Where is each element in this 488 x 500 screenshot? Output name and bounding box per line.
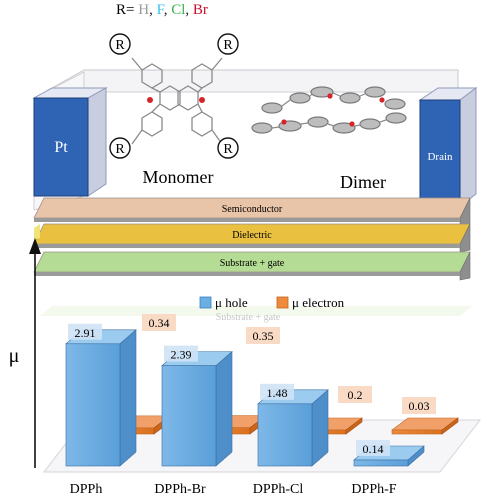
monomer-label: Monomer — [143, 167, 214, 187]
svg-text:R: R — [223, 38, 233, 53]
monomer-atom — [147, 97, 153, 103]
svg-text:0.35: 0.35 — [253, 329, 274, 343]
svg-text:R: R — [115, 142, 125, 157]
svg-text:0.34: 0.34 — [149, 316, 170, 330]
source-side — [87, 87, 107, 197]
layer-label: Substrate + gate — [220, 258, 285, 269]
legend-label-hole: μ hole — [215, 295, 248, 310]
data-label-hole-1: 2.39 — [164, 345, 198, 362]
dimer-molecule — [251, 86, 407, 134]
device-schematic: Pt Drain — [32, 33, 478, 323]
legend-label-electron: μ electron — [292, 295, 345, 310]
data-label-hole-3: 0.14 — [356, 440, 390, 456]
y-axis-label: μ — [9, 345, 20, 367]
legend-swatch-electron — [276, 296, 289, 309]
x-tick-label: DPPh-Br — [154, 482, 206, 497]
y-axis-arrowhead — [29, 238, 41, 254]
layer-substrate-gate: Substrate + gate — [33, 251, 471, 281]
substituent-4: Cl — [171, 2, 185, 18]
x-tick-label: DPPh-Cl — [253, 482, 304, 497]
svg-text:2.39: 2.39 — [171, 348, 192, 362]
data-label-electron-1: 0.35 — [246, 327, 280, 344]
layer-reflection — [40, 306, 472, 316]
chart-bars: 2.91 0.34 2.39 0.35 1.48 0.2 0.14 0.03 — [65, 314, 459, 467]
svg-text:R: R — [115, 38, 125, 53]
bar-hole-1 — [161, 350, 233, 467]
bar-electron-3 — [391, 417, 459, 435]
drain-label: Drain — [427, 151, 453, 163]
r-marker: R — [217, 137, 239, 159]
layer-dielectric: Dielectric — [33, 223, 471, 253]
data-label-electron-3: 0.03 — [402, 397, 436, 414]
data-label-electron-0: 0.34 — [142, 314, 176, 331]
source-electrode — [33, 97, 89, 197]
drain-electrode — [419, 99, 461, 207]
svg-text:2.91: 2.91 — [75, 326, 96, 340]
substituent-prefix: R= — [116, 2, 138, 18]
x-tick-label: DPPh — [70, 482, 103, 497]
monomer-molecule — [131, 57, 223, 145]
x-tick-label: DPPh-F — [351, 482, 396, 497]
chart-legend: μ hole μ electron — [199, 295, 345, 310]
layer-label: Dielectric — [232, 230, 272, 241]
bar-hole-0 — [65, 329, 137, 467]
svg-text:1.48: 1.48 — [267, 386, 288, 400]
layer-label: Semiconductor — [222, 204, 283, 215]
bar-hole-2 — [257, 389, 329, 467]
reflection-label: Substrate + gate — [216, 312, 281, 323]
substituent-5: , — [185, 2, 193, 18]
device-layers: Semiconductor Dielectric Substrate + gate — [33, 197, 471, 281]
svg-text:0.2: 0.2 — [348, 388, 363, 402]
data-label-electron-2: 0.2 — [338, 386, 372, 403]
svg-text:R: R — [223, 142, 233, 157]
svg-text:0.03: 0.03 — [409, 399, 430, 413]
substituent-3: , — [164, 2, 172, 18]
substituent-1: , — [149, 2, 157, 18]
layer-edge-accent — [34, 224, 40, 240]
substituent-6: Br — [193, 2, 208, 18]
drain-side — [459, 87, 477, 207]
monomer-atom — [199, 97, 205, 103]
substituent-legend: R= H, F, Cl, Br — [116, 2, 208, 18]
data-label-hole-2: 1.48 — [260, 383, 294, 400]
dimer-label: Dimer — [340, 172, 386, 192]
r-marker: R — [109, 137, 131, 159]
r-marker: R — [217, 33, 239, 55]
x-tick-labels: DPPh DPPh-Br DPPh-Cl DPPh-F — [70, 482, 397, 497]
layer-semiconductor: Semiconductor — [33, 197, 471, 227]
substituent-2: F — [157, 2, 165, 18]
mobility-chart: μ μ hole μ electron 2.91 0.34 2.39 0.35 1.48… — [9, 238, 482, 497]
source-label: Pt — [54, 139, 68, 156]
svg-text:0.14: 0.14 — [363, 442, 384, 456]
r-substituent-markers: R R R R — [109, 33, 239, 159]
substituent-0: H — [138, 2, 149, 18]
legend-swatch-hole — [199, 296, 212, 309]
r-marker: R — [109, 33, 131, 55]
data-label-hole-0: 2.91 — [68, 323, 102, 340]
